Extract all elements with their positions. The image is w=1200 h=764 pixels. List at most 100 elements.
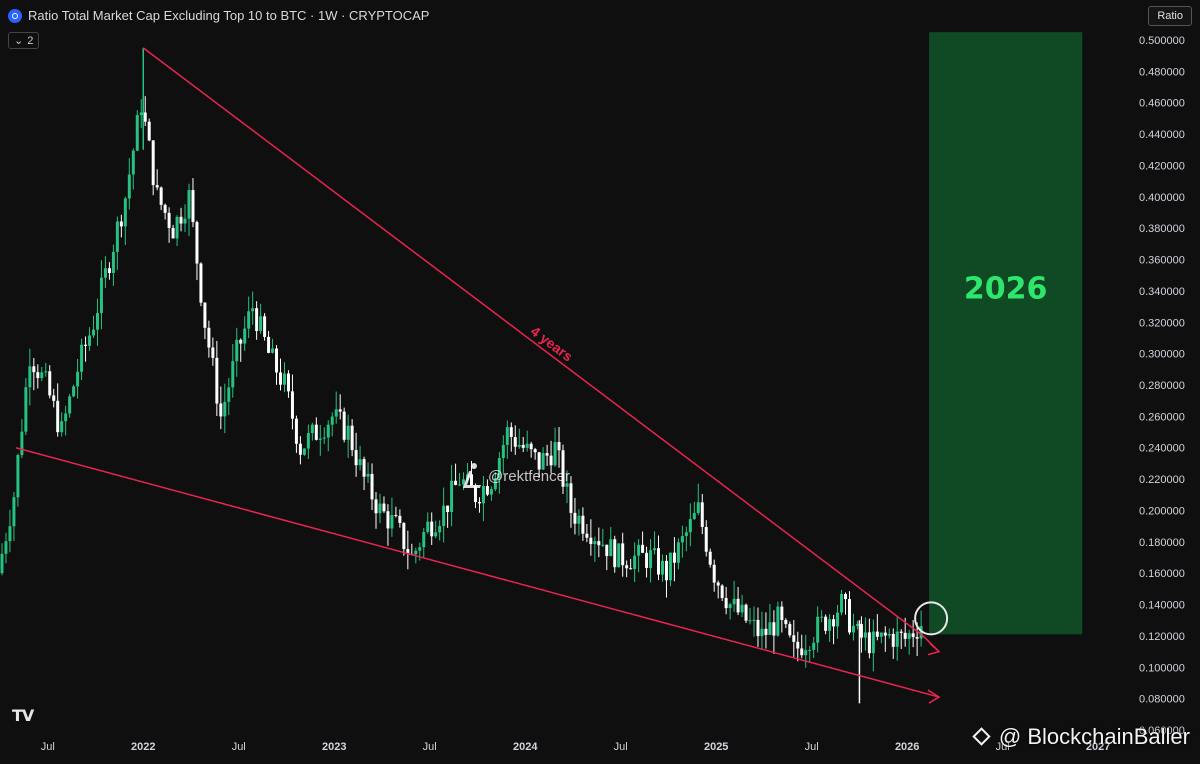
candle bbox=[911, 619, 915, 648]
candle bbox=[191, 178, 195, 228]
candle bbox=[525, 430, 529, 452]
candle bbox=[680, 525, 684, 558]
y-tick-label: 0.300000 bbox=[1139, 349, 1185, 361]
candle bbox=[95, 298, 99, 346]
candle bbox=[589, 519, 593, 556]
candle bbox=[442, 487, 446, 543]
candle bbox=[167, 207, 171, 243]
candle bbox=[517, 428, 521, 449]
y-tick-label: 0.420000 bbox=[1139, 160, 1185, 172]
lower-arrow-head bbox=[927, 689, 941, 704]
chart-title[interactable]: Ratio Total Market Cap Excluding Top 10 … bbox=[28, 8, 430, 23]
candle bbox=[477, 497, 481, 513]
x-tick-label: 2027 bbox=[1086, 741, 1110, 753]
candle bbox=[796, 631, 800, 662]
scale-mode-button[interactable]: Ratio bbox=[1148, 6, 1192, 26]
x-tick-label: Jul bbox=[232, 741, 246, 753]
candle bbox=[828, 614, 832, 642]
candle bbox=[541, 447, 545, 471]
candle bbox=[716, 580, 720, 599]
chart-header: Ratio Total Market Cap Excluding Top 10 … bbox=[8, 8, 429, 23]
candle bbox=[688, 503, 692, 547]
candle bbox=[887, 628, 891, 639]
candle bbox=[585, 523, 589, 543]
candle bbox=[350, 419, 354, 457]
candle bbox=[362, 456, 366, 491]
candle bbox=[625, 560, 629, 578]
candle bbox=[863, 617, 867, 651]
symbol-icon[interactable] bbox=[8, 8, 22, 23]
candle bbox=[151, 140, 155, 196]
candle bbox=[0, 543, 4, 576]
candle bbox=[812, 636, 816, 659]
candle bbox=[561, 444, 565, 495]
candle bbox=[493, 472, 497, 492]
candle bbox=[895, 617, 899, 661]
candle bbox=[593, 536, 597, 562]
candle bbox=[458, 472, 462, 487]
candle bbox=[330, 412, 334, 437]
tradingview-logo-icon[interactable]: TV bbox=[12, 706, 34, 725]
x-tick-label: 2024 bbox=[513, 741, 538, 753]
candle bbox=[207, 320, 211, 358]
candle bbox=[700, 494, 704, 535]
candle bbox=[80, 338, 84, 381]
candle bbox=[748, 607, 752, 625]
candle bbox=[454, 463, 458, 486]
candle bbox=[382, 496, 386, 513]
x-tick-label: Jul bbox=[805, 741, 819, 753]
candles bbox=[0, 47, 923, 704]
indicators-toggle[interactable]: ⌄ 2 bbox=[8, 32, 40, 49]
candle bbox=[732, 580, 736, 612]
channel-handle: @ BlockchainBaller bbox=[998, 724, 1190, 749]
candle bbox=[605, 544, 609, 571]
indicator-count: 2 bbox=[27, 34, 34, 47]
candle bbox=[621, 532, 625, 577]
candle bbox=[183, 204, 187, 233]
candle bbox=[267, 330, 271, 354]
candle bbox=[127, 158, 131, 210]
candle bbox=[338, 394, 342, 420]
candle bbox=[485, 479, 489, 497]
candle bbox=[306, 424, 310, 460]
candle bbox=[764, 612, 768, 649]
candle bbox=[907, 629, 911, 655]
candle bbox=[664, 555, 668, 598]
candle bbox=[40, 367, 44, 382]
candle bbox=[875, 614, 879, 641]
candle bbox=[20, 419, 24, 459]
chevron-down-icon: ⌄ bbox=[14, 35, 24, 47]
candle bbox=[549, 440, 553, 474]
candle bbox=[505, 420, 509, 459]
channel-watermark: @ BlockchainBaller bbox=[971, 724, 1190, 750]
binance-icon bbox=[971, 726, 993, 748]
candle bbox=[660, 554, 664, 582]
target-box-label: 2026 bbox=[964, 271, 1048, 306]
candle bbox=[406, 530, 410, 570]
candle bbox=[867, 618, 871, 659]
candle bbox=[736, 586, 740, 616]
x-tick-label: 2022 bbox=[131, 741, 155, 753]
candle bbox=[223, 383, 227, 434]
candle bbox=[215, 340, 219, 417]
candle bbox=[871, 619, 875, 672]
candle bbox=[788, 621, 792, 638]
candle bbox=[720, 584, 724, 602]
candle bbox=[24, 378, 28, 435]
candle bbox=[159, 186, 163, 211]
candle bbox=[211, 337, 215, 366]
candle bbox=[374, 492, 378, 529]
candle bbox=[56, 383, 60, 437]
y-tick-label: 0.200000 bbox=[1139, 505, 1185, 517]
candle bbox=[752, 606, 756, 637]
candle bbox=[318, 424, 322, 456]
candle bbox=[386, 504, 390, 546]
candle bbox=[712, 559, 716, 592]
candle bbox=[724, 586, 728, 615]
candle bbox=[243, 316, 247, 351]
candle bbox=[44, 362, 48, 377]
runner-icon bbox=[462, 462, 484, 490]
y-tick-label: 0.140000 bbox=[1139, 600, 1185, 612]
candle bbox=[792, 620, 796, 657]
